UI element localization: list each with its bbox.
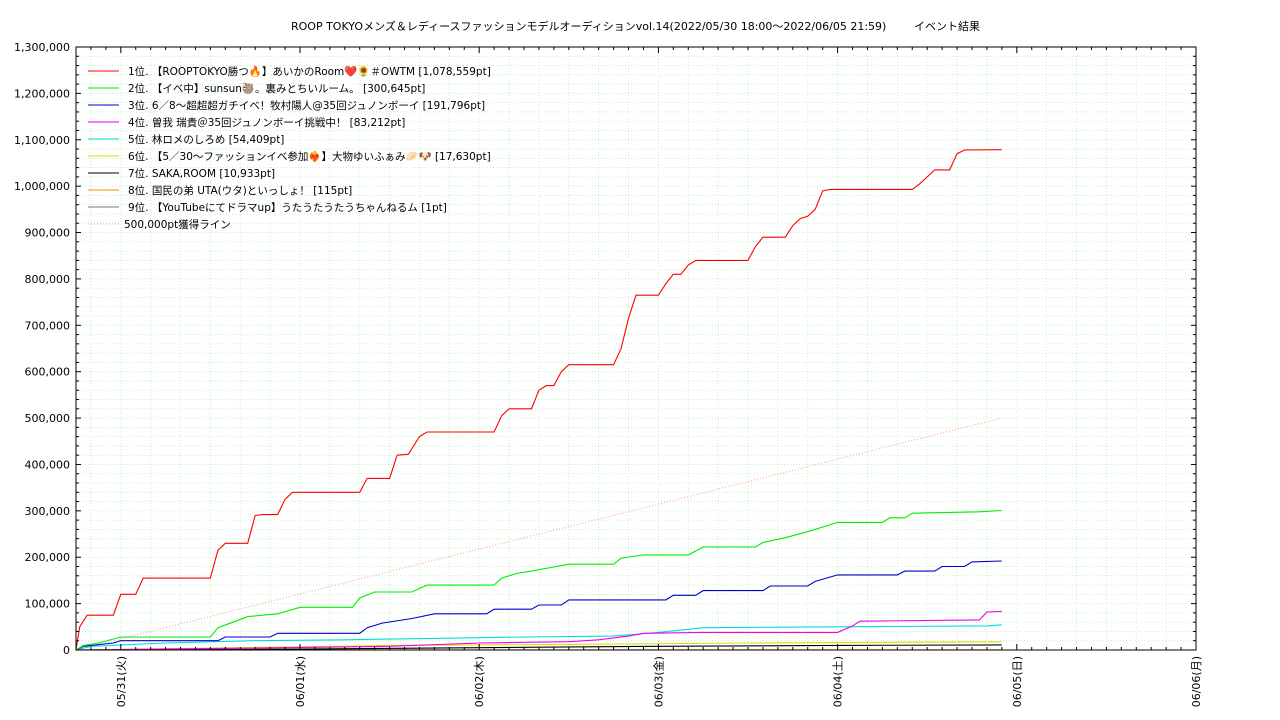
y-tick-label: 1,000,000: [14, 180, 70, 193]
legend-label: 5位. 林ロメのしろめ [54,409pt]: [128, 133, 284, 146]
y-axis-ticks: 0 100,000 200,000 300,000 400,000 500,000 600,…: [14, 41, 1196, 657]
chart-title: ROOP TOKYOメンズ＆レディースファッションモデルオーディションvol.1…: [291, 19, 886, 33]
x-tick-label: 06/04(土): [832, 656, 845, 707]
legend-label: 9位. 【YouTubeにてドラマup】うたうたうたうちゃんねるム [1pt]: [128, 201, 447, 214]
x-axis-ticks: 05/31(火) 06/01(水) 06/02(木) 06/03(金) 06/04(土)…: [75, 47, 1203, 707]
y-tick-label: 900,000: [25, 227, 71, 240]
y-tick-label: 100,000: [25, 598, 71, 611]
y-tick-label: 1,200,000: [14, 87, 70, 100]
chart-subtitle: イベント結果: [914, 19, 980, 33]
y-tick-label: 300,000: [25, 505, 71, 518]
plot-frame: [75, 46, 1197, 651]
y-tick-label: 800,000: [25, 273, 71, 286]
legend: 1位. 【ROOPTOKYO勝つ🔥】あいかのRoom❤️🌻＃OWTM [1,07…: [88, 65, 491, 231]
series-line: [75, 610, 1002, 651]
y-tick-label: 700,000: [25, 319, 71, 332]
x-tick-label: 06/03(金): [651, 656, 665, 707]
legend-label: 4位. 曽我 瑞貴＠35回ジュノンボーイ挑戦中！ [83,212pt]: [128, 116, 405, 129]
y-tick-label: 200,000: [25, 551, 71, 564]
y-tick-label: 1,100,000: [14, 134, 70, 147]
series-line: [75, 149, 1002, 651]
legend-label: 2位. 【イベ中】sunsun🦥。裏みとちいルーム。 [300,645pt]: [128, 82, 425, 95]
legend-label: 7位. SAKA,ROOM [10,933pt]: [128, 167, 275, 180]
y-tick-label: 1,300,000: [14, 41, 70, 54]
series-line: [75, 509, 1002, 651]
axes: [75, 46, 1197, 651]
series-line: [75, 417, 1002, 651]
x-tick-label: 06/02(木): [473, 656, 486, 707]
y-tick-label: 500,000: [25, 412, 71, 425]
grid: [76, 47, 1196, 650]
legend-label: 500,000pt獲得ライン: [124, 218, 231, 231]
y-tick-label: 400,000: [25, 458, 71, 471]
legend-label: 8位. 国民の弟 UTA(ウタ)といっしょ！ [115pt]: [128, 184, 352, 197]
legend-label: 6位. 【5／30〜ファッションイベ参加❤️‍🔥】大物ゆいふぁみ🥟🐶 [17,6…: [128, 150, 491, 163]
x-tick-label: 06/06(月): [1190, 656, 1203, 707]
y-tick-label: 0: [63, 644, 70, 657]
series-line: [75, 560, 1002, 651]
legend-label: 1位. 【ROOPTOKYO勝つ🔥】あいかのRoom❤️🌻＃OWTM [1,07…: [128, 65, 491, 78]
x-tick-label: 06/05(日): [1011, 656, 1024, 707]
series-line: [75, 624, 1002, 651]
x-tick-label: 06/01(水): [294, 656, 307, 707]
legend-label: 3位. 6／8〜超超超ガチイベ！牧村陽人@35回ジュノンボーイ [191,796…: [128, 99, 485, 112]
x-tick-label: 05/31(火): [115, 656, 128, 707]
y-tick-label: 600,000: [25, 366, 71, 379]
